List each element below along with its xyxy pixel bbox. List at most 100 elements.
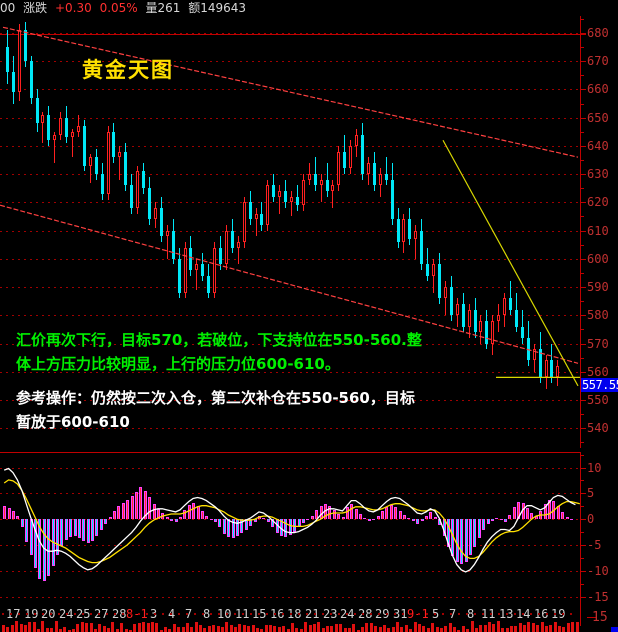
candle-body (260, 213, 263, 225)
candle-wick (309, 162, 310, 186)
macd-bar-cap (16, 516, 19, 518)
candle-body (545, 360, 548, 378)
axis-tick (580, 174, 586, 175)
price-chart-panel[interactable]: 黄金天图 汇价再次下行，目标570，若破位，下支持位在550-560.整 体上方… (0, 16, 580, 448)
axis-dot (330, 613, 332, 615)
change-value: +0.30 (54, 1, 92, 15)
candle-body (521, 326, 524, 338)
amount-label: 额149643 (188, 1, 247, 15)
candle-wick (196, 258, 197, 290)
candle-body (278, 191, 281, 197)
date-tick-label: 16 (270, 607, 285, 621)
gridline (0, 118, 580, 119)
candle-body (154, 208, 157, 220)
candle-body (314, 174, 317, 186)
macd-bar-cap (377, 516, 380, 518)
macd-bar-cap (385, 506, 388, 508)
axis-dot (402, 613, 404, 615)
candle-body (290, 196, 293, 203)
macd-bar-cap (262, 518, 265, 520)
date-tick-label: 8 (203, 607, 211, 621)
axis-minor-tick (580, 301, 584, 302)
candle-wick (291, 191, 292, 217)
macd-bar-cap (491, 520, 494, 522)
axis-tick (580, 202, 586, 203)
macd-bar-cap (407, 518, 410, 520)
candle-body (148, 188, 151, 220)
macd-histogram-bar (188, 504, 191, 520)
macd-tick-label: 10 (587, 461, 602, 475)
macd-histogram-bar (539, 510, 542, 520)
volume-bar (449, 623, 452, 632)
axis-dot (306, 613, 308, 615)
macd-histogram-bar (390, 504, 393, 520)
macd-histogram-bar (276, 519, 279, 533)
macd-bar-cap (78, 536, 81, 538)
macd-histogram-bar (381, 510, 384, 520)
date-tick-label: 3 (150, 607, 157, 621)
macd-bar-cap (135, 492, 138, 494)
volume-bar (107, 628, 110, 632)
macd-bar-cap (38, 577, 41, 579)
volume-bar (85, 623, 88, 632)
volume-bar (361, 627, 364, 632)
macd-histogram-bar (12, 510, 15, 520)
candle-body (468, 309, 471, 327)
macd-bar-cap (69, 535, 72, 537)
volume-bar (313, 624, 316, 632)
axis-dot (282, 613, 284, 615)
axis-minor-tick (580, 414, 584, 415)
macd-bar-cap (236, 534, 239, 536)
macd-bar-cap (473, 546, 476, 548)
volume-bar (230, 625, 233, 632)
candle-body (302, 179, 305, 206)
macd-bar-cap (302, 522, 305, 524)
volume-bar (72, 629, 75, 632)
macd-panel[interactable]: 山姆 (0, 452, 580, 607)
volume-bar (269, 625, 272, 632)
volume-bar (133, 624, 136, 632)
axis-dot (482, 613, 484, 615)
volume-bar (208, 626, 211, 632)
macd-histogram-bar (451, 519, 454, 557)
analysis-note-green-line1: 汇价再次下行，目标570，若破位，下支持位在550-560.整 (16, 331, 422, 349)
volume-bar (76, 624, 79, 632)
macd-histogram-bar (74, 519, 77, 536)
macd-bar-cap (276, 531, 279, 533)
macd-bar-cap (87, 541, 90, 543)
macd-histogram-bar (65, 519, 68, 540)
axis-tick (580, 428, 586, 429)
macd-bar-cap (447, 546, 450, 548)
volume-bar (558, 626, 561, 632)
axis-dot (146, 613, 148, 615)
gridline (0, 146, 580, 147)
macd-histogram-bar (43, 519, 46, 582)
candle-body (402, 219, 405, 242)
volume-bar (243, 625, 246, 632)
volume-bar (326, 626, 329, 632)
volume-bar (190, 627, 193, 632)
candle-body (503, 298, 506, 316)
macd-bar-cap (429, 511, 432, 513)
candle-body (397, 219, 400, 242)
axis-dot (538, 613, 540, 615)
volume-bar (234, 627, 237, 632)
axis-tick (580, 344, 586, 345)
axis-dot (50, 613, 52, 615)
gridline (0, 428, 580, 429)
axis-dot (138, 613, 140, 615)
macd-histogram-bar (60, 519, 63, 547)
volume-bar (33, 622, 36, 632)
date-tick-label: 16 (534, 607, 549, 621)
macd-histogram-bar (95, 519, 98, 536)
macd-histogram-bar (552, 500, 555, 520)
volume-bar (155, 623, 158, 632)
date-tick-label: 11 (481, 607, 496, 621)
macd-histogram-bar (56, 519, 59, 556)
axis-dot (178, 613, 180, 615)
volume-bar (98, 624, 101, 632)
macd-bar-cap (56, 554, 59, 556)
candle-body (107, 131, 110, 194)
volume-bar (186, 623, 189, 632)
axis-dot (466, 613, 468, 615)
